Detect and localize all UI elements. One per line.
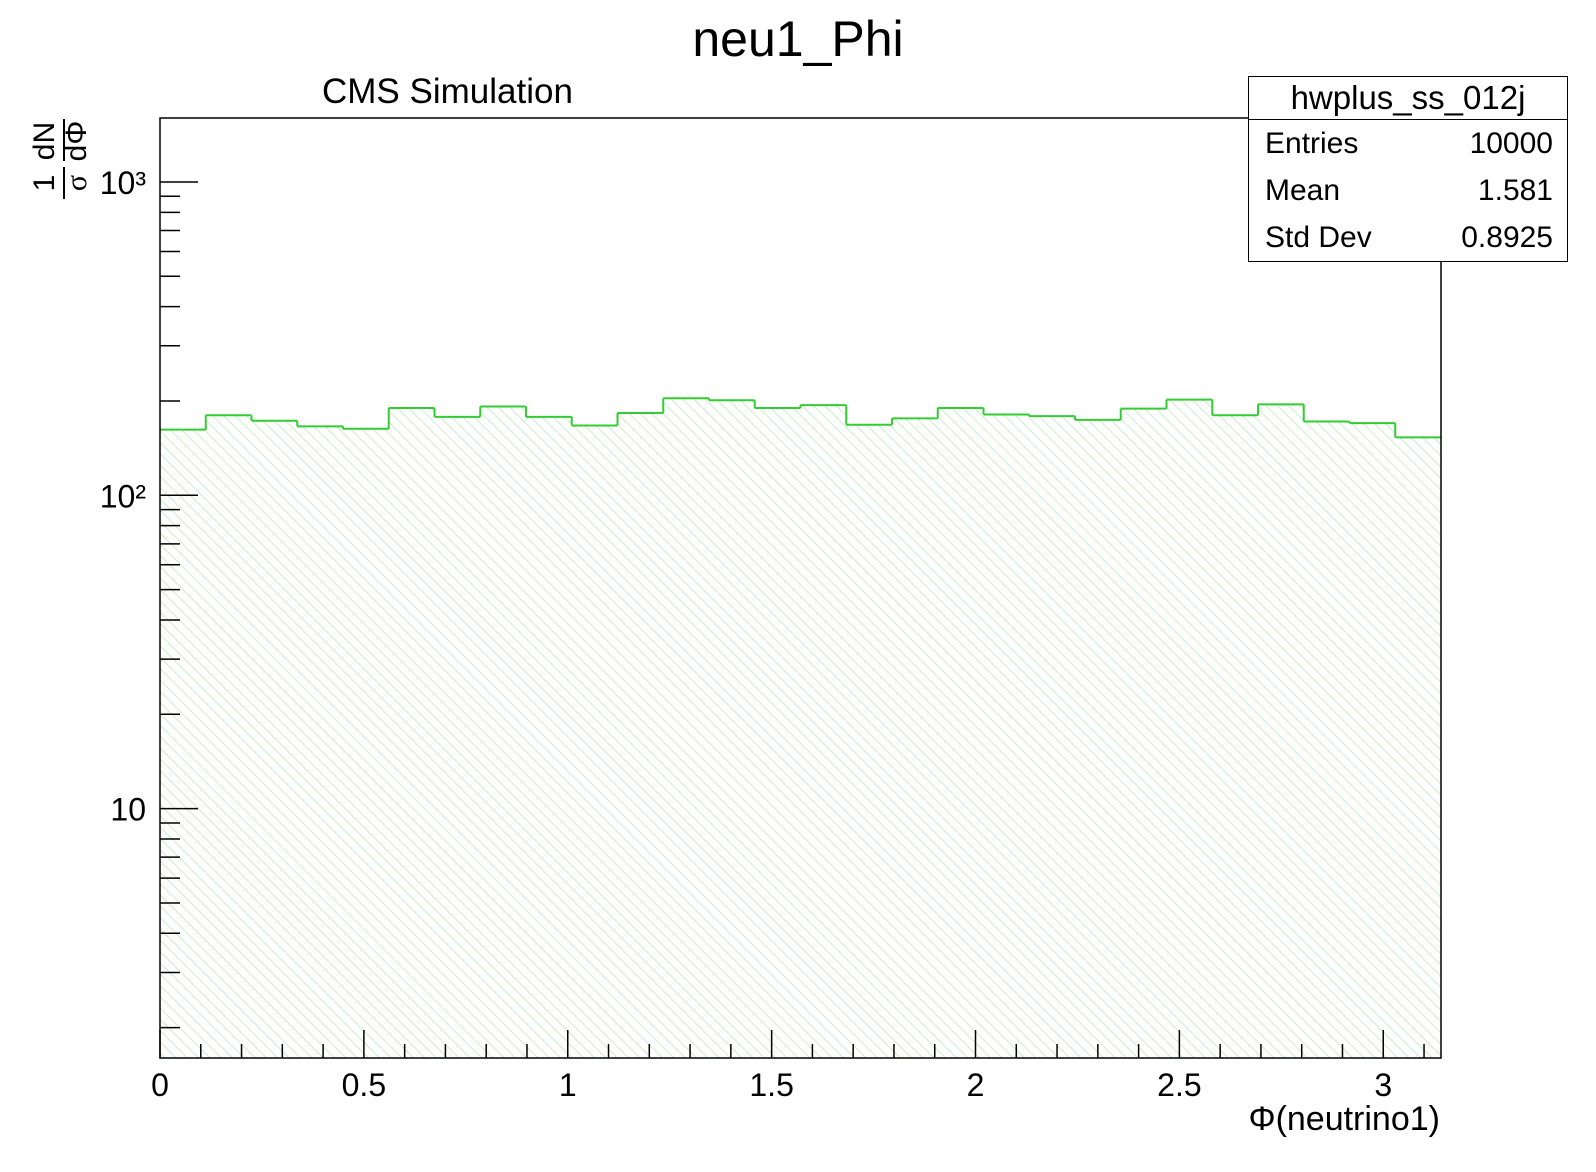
x-tick-label: 2.5 (1157, 1067, 1201, 1103)
stats-label-mean: Mean (1265, 174, 1341, 207)
x-tick-label: 1 (559, 1067, 577, 1103)
cms-simulation-label: CMS Simulation (322, 72, 573, 111)
x-axis-label: Φ(neutrino1) (1248, 1100, 1440, 1138)
x-tick-label: 0.5 (342, 1067, 386, 1103)
x-tick-label: 2 (967, 1067, 985, 1103)
stats-row-entries: Entries 10000 (1249, 120, 1567, 167)
y-label-num-right: dN (28, 122, 61, 160)
y-tick-label: 10³ (100, 165, 147, 201)
x-tick-label: 3 (1374, 1067, 1392, 1103)
stats-value-stddev: 0.8925 (1461, 221, 1553, 254)
y-tick-label: 10² (100, 478, 147, 514)
x-tick-label: 0 (151, 1067, 169, 1103)
y-axis-label: 1 σ dN dΦ (28, 119, 93, 199)
plot-frame (159, 117, 1442, 1059)
plot-area: 0 0.5 1 1.5 2 2.5 3 10 10² 10³ (100, 117, 1442, 1103)
stats-row-mean: Mean 1.581 (1249, 167, 1567, 214)
chart-title: neu1_Phi (692, 11, 904, 67)
histogram-fill (160, 398, 1441, 1059)
stats-title: hwplus_ss_012j (1249, 77, 1567, 120)
stats-label-stddev: Std Dev (1265, 221, 1372, 254)
stats-row-stddev: Std Dev 0.8925 (1249, 214, 1567, 261)
stats-value-mean: 1.581 (1477, 174, 1553, 207)
stats-value-entries: 10000 (1469, 127, 1553, 160)
stats-label-entries: Entries (1265, 127, 1359, 160)
y-tick-label: 10 (110, 792, 146, 828)
y-label-den-left: σ (60, 175, 93, 191)
stats-box: hwplus_ss_012j Entries 10000 Mean 1.581 … (1248, 76, 1568, 262)
y-label-den-right: dΦ (60, 121, 93, 162)
x-tick-label: 1.5 (749, 1067, 793, 1103)
y-label-num-left: 1 (28, 175, 61, 192)
